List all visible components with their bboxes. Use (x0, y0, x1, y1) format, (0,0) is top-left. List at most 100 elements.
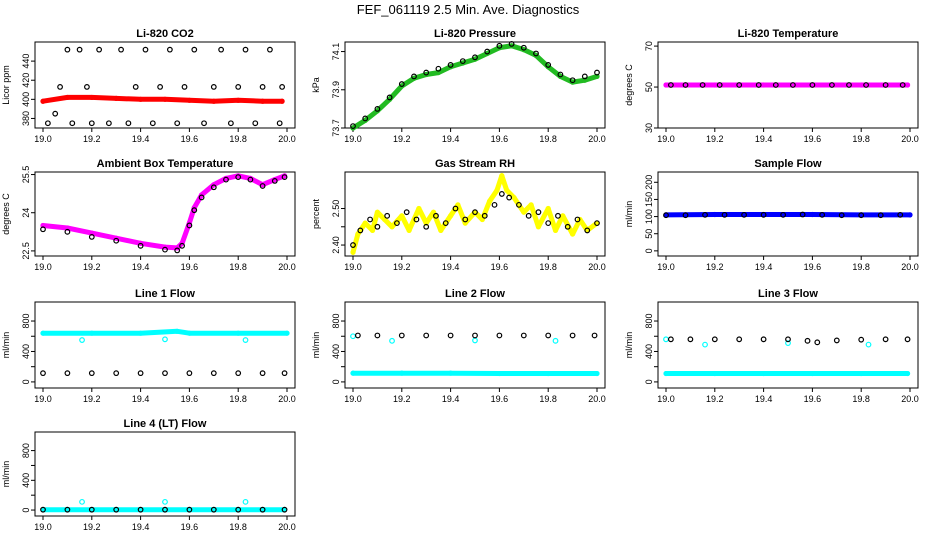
data-point (858, 336, 865, 343)
data-point (210, 184, 217, 191)
y-tick-label: 25.5 (21, 166, 31, 184)
data-point (472, 209, 478, 216)
data-point (594, 370, 600, 377)
x-tick-label: 19.4 (442, 394, 460, 404)
data-point (389, 337, 395, 344)
panel-line2: Line 2 Flow 19.0 19.2 19.4 19.6 19.8 20.0 0 400 8… (311, 288, 606, 404)
series-line4-outliers (79, 498, 249, 505)
x-tick-label: 19.8 (229, 394, 247, 404)
panel-title: Li-820 Temperature (738, 28, 839, 40)
data-point (137, 370, 144, 377)
y-tick-label: 150 (644, 192, 654, 207)
data-point (721, 211, 728, 218)
data-point (569, 77, 576, 84)
data-point (279, 98, 285, 104)
data-point (699, 82, 706, 88)
data-point (181, 84, 188, 90)
data-point (259, 506, 266, 513)
data-point (785, 336, 791, 343)
data-point (40, 98, 46, 104)
x-tick-label: 19.0 (344, 134, 362, 144)
data-point (242, 46, 249, 53)
data-point (545, 62, 552, 68)
x-tick-label: 19.8 (229, 134, 247, 144)
x-tick-label: 19.2 (83, 394, 101, 404)
data-point (487, 198, 493, 204)
data-point (162, 498, 168, 505)
panel-sample_flow: Sample Flow 19.0 19.2 19.4 19.6 19.8 20.0 0 50 10… (624, 158, 919, 272)
data-point (357, 227, 364, 234)
data-point (235, 97, 241, 103)
plot-frame (34, 41, 296, 129)
x-tick-label: 19.0 (34, 394, 52, 404)
data-point (508, 41, 515, 47)
data-point (279, 84, 286, 90)
panel-licor_temp: Li-820 Temperature 19.0 19.2 19.4 19.6 19.8 20… (624, 28, 919, 144)
data-point (535, 209, 542, 216)
panel-title: Line 1 Flow (135, 288, 195, 300)
data-point (858, 212, 865, 219)
series-rh-high-rate (350, 173, 600, 255)
y-tick-label: 0 (644, 248, 654, 253)
data-point (472, 337, 478, 344)
data-point (252, 120, 259, 127)
data-point (223, 176, 229, 183)
x-tick-label: 19.0 (344, 262, 362, 272)
plot-frame (34, 301, 296, 389)
data-point (40, 506, 46, 513)
data-point (560, 213, 566, 219)
panel-line1: Line 1 Flow 19.0 19.2 19.4 19.6 19.8 20.0 0 400 8… (1, 288, 296, 404)
data-point (411, 73, 417, 80)
x-tick-label: 19.4 (132, 134, 150, 144)
data-point (472, 54, 478, 61)
panel-title: Line 2 Flow (445, 288, 505, 300)
y-tick-label: 800 (21, 314, 31, 329)
data-point (865, 341, 872, 348)
x-tick-label: 19.8 (539, 262, 557, 272)
x-tick-label: 19.0 (34, 262, 52, 272)
data-point (157, 84, 164, 90)
data-point (438, 227, 444, 234)
data-point (863, 82, 869, 88)
y-tick-label: 400 (21, 344, 31, 359)
data-point (137, 242, 144, 249)
data-point (423, 69, 430, 76)
plot-frame (34, 171, 296, 257)
x-tick-label: 19.8 (852, 134, 870, 144)
x-tick-label: 19.4 (442, 134, 460, 144)
data-point (284, 330, 290, 336)
data-point (736, 336, 743, 343)
y-axis-label: degrees C (1, 193, 11, 235)
data-point (882, 336, 889, 343)
x-tick-label: 19.0 (657, 134, 675, 144)
data-point (162, 370, 168, 377)
plot-frame (344, 41, 606, 129)
panel-title: Line 4 (LT) Flow (124, 418, 207, 430)
series-line3-high-rate (663, 370, 911, 377)
x-tick-label: 20.0 (278, 522, 296, 532)
data-point (259, 370, 266, 377)
data-point (64, 94, 70, 101)
y-tick-label: 420 (21, 73, 31, 88)
data-point (79, 337, 85, 343)
panel-co2: Li-820 CO2 19.0 19.2 19.4 19.6 19.8 20.0 380 400… (1, 28, 296, 144)
data-point (877, 212, 884, 219)
data-point (40, 330, 46, 336)
data-point (897, 211, 904, 218)
x-tick-label: 19.4 (132, 262, 150, 272)
data-point (235, 330, 241, 336)
data-point (506, 194, 513, 201)
y-axis-label: ml/min (624, 201, 634, 228)
x-tick-label: 20.0 (588, 262, 606, 272)
data-point (755, 82, 762, 88)
x-tick-label: 19.4 (132, 394, 150, 404)
data-point (829, 82, 835, 88)
x-tick-label: 19.6 (491, 262, 509, 272)
x-tick-label: 19.2 (706, 262, 724, 272)
data-point (354, 332, 361, 339)
data-point (804, 337, 811, 344)
x-tick-label: 19.6 (181, 134, 199, 144)
data-point (191, 46, 198, 53)
y-tick-label: 100 (644, 209, 654, 224)
panel-title: Li-820 Pressure (434, 28, 516, 40)
